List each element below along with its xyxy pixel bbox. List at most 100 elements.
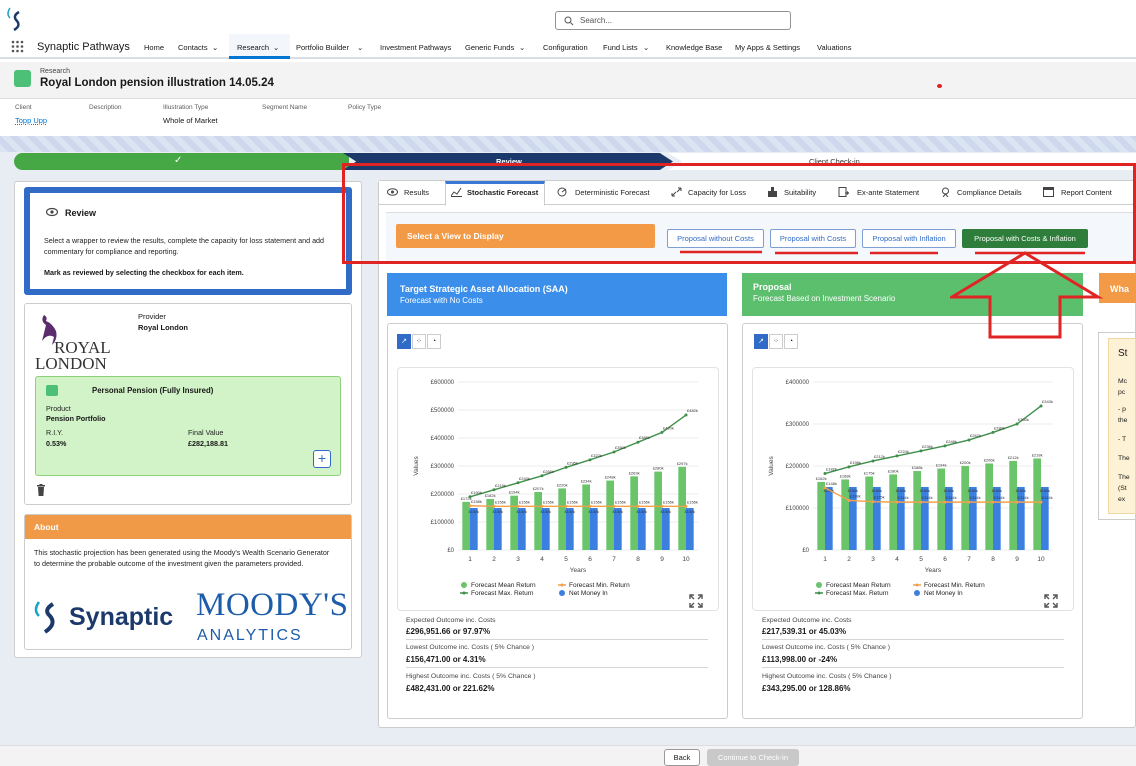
- expand-icon[interactable]: [1044, 594, 1058, 608]
- third-panel-header: [1099, 273, 1136, 303]
- scatter-view-button[interactable]: ⁘: [412, 334, 426, 349]
- nav-home[interactable]: Home: [144, 43, 165, 52]
- nav-bar: [0, 35, 1136, 59]
- continue-button[interactable]: Continue to Check-in: [707, 749, 799, 766]
- bar-mean-return: [913, 471, 921, 550]
- point-min-return: [919, 500, 923, 504]
- bar-net-money-in: [518, 508, 526, 550]
- y-tick-label: £600000: [431, 380, 455, 386]
- footer-bar: [0, 745, 1136, 766]
- y-tick-label: £300000: [431, 464, 455, 470]
- path-step-complete[interactable]: ✓: [14, 153, 349, 170]
- nav-research[interactable]: Research: [237, 43, 270, 52]
- nav-generic-funds[interactable]: Generic Funds: [465, 43, 515, 52]
- tab-stochastic-forecast[interactable]: Stochastic Forecast: [467, 188, 539, 197]
- tab-deterministic-forecast[interactable]: Deterministic Forecast: [575, 188, 650, 197]
- trash-icon[interactable]: [36, 484, 46, 496]
- nav-valuations[interactable]: Valuations: [817, 43, 852, 52]
- review-instruction: Mark as reviewed by selecting the checkb…: [44, 268, 244, 277]
- client-link[interactable]: Topp Upp: [15, 116, 48, 125]
- bar-mean-return: [985, 463, 993, 550]
- scatter-view-button[interactable]: ⁘: [769, 334, 783, 349]
- back-button[interactable]: Back: [664, 749, 700, 766]
- expand-icon[interactable]: [689, 594, 703, 608]
- line-chart-view-button[interactable]: ↗: [397, 334, 411, 349]
- chevron-down-icon[interactable]: ⌄: [643, 43, 650, 52]
- nav-investment-pathways[interactable]: Investment Pathways: [380, 43, 452, 52]
- pie-view-button[interactable]: ◔: [427, 334, 441, 349]
- nav-knowledge-base[interactable]: Knowledge Base: [666, 43, 723, 52]
- tab-compliance-details[interactable]: Compliance Details: [957, 188, 1022, 197]
- nav-contacts[interactable]: Contacts: [178, 43, 208, 52]
- provider-label: Provider: [138, 312, 166, 321]
- chevron-down-icon[interactable]: ⌄: [357, 43, 364, 52]
- synaptic-logo-text: Synaptic: [69, 603, 173, 631]
- bar-mean-return: [510, 495, 518, 550]
- data-label-max-return: £322k: [591, 453, 602, 458]
- view-selector-label-box: Select a View to Display: [396, 224, 655, 248]
- legend-swatch: [461, 582, 467, 588]
- add-wrapper-button[interactable]: +: [313, 450, 331, 468]
- path-step-review[interactable]: Review: [343, 153, 673, 170]
- data-label-net: £150k: [872, 489, 882, 493]
- pie-view-button[interactable]: ◔: [784, 334, 798, 349]
- tab-suitability[interactable]: Suitability: [784, 188, 817, 197]
- data-label-min-return: £114k: [922, 495, 933, 500]
- data-label-max-return: £295k: [567, 460, 578, 465]
- data-label-max-return: £212k: [874, 454, 885, 459]
- data-label-max-return: £350k: [615, 445, 626, 450]
- y-tick-label: £100000: [786, 506, 810, 512]
- tab-capacity-for-loss[interactable]: Capacity for Loss: [688, 188, 746, 197]
- chevron-down-icon[interactable]: ⌄: [519, 43, 526, 52]
- view-proposal-with-costs-inflation-button[interactable]: Proposal with Costs & Inflation: [962, 229, 1088, 248]
- line-chart-view-button[interactable]: ↗: [754, 334, 768, 349]
- line-max-return: [469, 414, 687, 498]
- nav-my-apps[interactable]: My Apps & Settings: [735, 43, 801, 52]
- point-max-return: [612, 450, 616, 454]
- nav-fund-lists[interactable]: Fund Lists: [603, 43, 638, 52]
- data-label-net: £150k: [968, 489, 978, 493]
- nav-configuration[interactable]: Configuration: [543, 43, 588, 52]
- data-label-mean: £162k: [816, 476, 827, 481]
- data-label-min-return: £148k: [826, 481, 837, 486]
- tab-report-content[interactable]: Report Content: [1061, 188, 1112, 197]
- proposal-header: [742, 273, 1083, 316]
- tab-ex-ante-statement[interactable]: Ex-ante Statement: [857, 188, 920, 197]
- nav-portfolio-builder[interactable]: Portfolio Builder: [296, 43, 349, 52]
- data-label-max-return: £343k: [1042, 399, 1053, 404]
- bar-mean-return: [582, 484, 590, 550]
- bar-net-money-in: [993, 487, 1001, 550]
- point-max-return: [636, 440, 640, 444]
- point-min-return: [564, 504, 568, 508]
- product-label: Product: [46, 404, 71, 413]
- divider: [762, 667, 1064, 668]
- chevron-down-icon[interactable]: ⌄: [212, 43, 219, 52]
- x-tick-label: 9: [660, 556, 664, 563]
- view-proposal-with-costs-button[interactable]: Proposal with Costs: [770, 229, 856, 248]
- side-line: - T: [1118, 436, 1127, 443]
- view-proposal-with-inflation-button[interactable]: Proposal with Inflation: [862, 229, 956, 248]
- point-min-return: [943, 500, 947, 504]
- point-max-return: [919, 449, 923, 453]
- wrapper-card[interactable]: [35, 376, 341, 476]
- app-launcher-icon[interactable]: [11, 40, 24, 53]
- proposal-chart: £0 £100000 £200000 £300000 £400000 Values 1 2 3 4…: [768, 380, 1053, 597]
- data-label-net: £150k: [1040, 489, 1050, 493]
- saa-chart: £0 £100000 £200000 £300000 £400000 £500000 £60…: [413, 380, 698, 597]
- bar-net-money-in: [590, 508, 598, 550]
- compliance-icon: [942, 187, 949, 197]
- review-description: Select a wrapper to review the results, …: [44, 236, 325, 256]
- data-label-min-return: £156k: [687, 499, 698, 504]
- data-label-mean: £280k: [653, 466, 664, 471]
- synaptic-logo-icon[interactable]: [6, 6, 26, 32]
- global-search[interactable]: Search...: [555, 11, 791, 30]
- y-tick-label: £0: [447, 548, 454, 554]
- view-proposal-without-costs-button[interactable]: Proposal without Costs: [667, 229, 764, 248]
- bar-net-money-in: [825, 487, 833, 550]
- tab-results[interactable]: Results: [404, 188, 430, 197]
- point-min-return: [1015, 500, 1019, 504]
- bar-mean-return: [534, 492, 542, 550]
- chevron-down-icon[interactable]: ⌄: [273, 43, 280, 52]
- path-step-client-checkin[interactable]: Client Check-in: [668, 153, 1136, 170]
- x-tick-label: 8: [991, 556, 995, 563]
